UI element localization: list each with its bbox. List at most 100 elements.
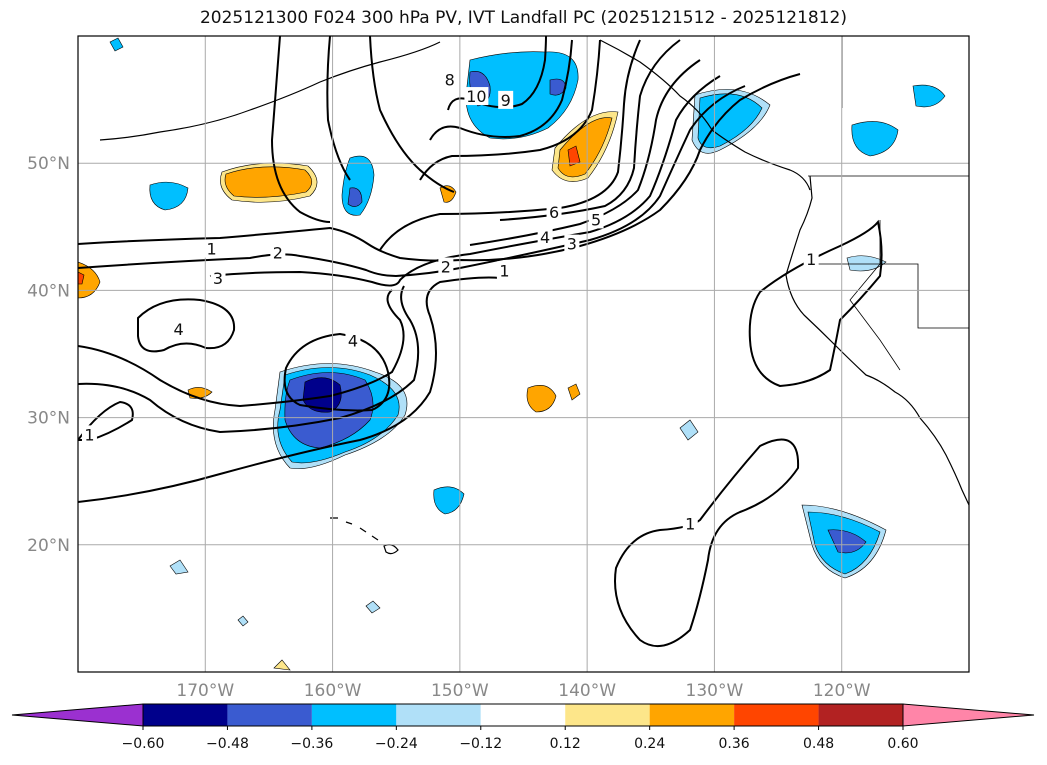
colorbar-tick-label: 0.24 [634,736,665,752]
colorbar-segment [565,704,650,726]
contour-label-bg [210,268,226,287]
lat-tick-label: 50°N [27,154,70,174]
contour-label-bg [682,514,698,533]
contour-label: 4 [173,320,183,339]
contour-4-east [283,332,391,412]
contour-label-bg [464,87,489,106]
border-layer [808,36,969,371]
shade-blob [78,271,85,285]
colorbar-outline [142,703,904,727]
shade-blob [273,659,291,671]
contour-label: 2 [273,244,283,263]
colorbar-extend-high [902,703,1035,727]
shade-blob [697,93,763,149]
contour-label: 4 [540,228,550,247]
contour-label-bg [496,261,512,280]
lon-tick-label: 120°W [813,681,871,701]
contour-label: 1 [499,261,509,280]
shade-blob [169,559,189,575]
gridline-layer [78,36,969,672]
lon-tick-label: 130°W [686,681,744,701]
lon-tick-label: 150°W [431,681,489,701]
contour-1-left-bump [78,400,134,441]
colorbar-segment [311,704,397,726]
contour-label-bg [345,331,361,350]
contour-label: 3 [213,269,223,288]
colorbar-segment [818,704,903,726]
shade-blob [846,255,887,272]
contour-label-bg [803,249,819,268]
contour-inner-west-b [326,36,351,181]
contour-label-bg [564,234,580,253]
colorbar: −0.60 −0.48 −0.36 −0.24 −0.12 0.12 0.24 0.36 0.4… [11,703,1035,752]
shade-blob [526,385,557,413]
contour-8 [429,39,573,141]
colorbar-segment [734,704,819,726]
contour-1-coast-loop [748,219,883,388]
shade-blob [679,419,699,441]
lat-tick-label: 30°N [27,409,70,429]
contour-label: 8 [445,71,455,90]
shade-blob [109,37,124,52]
colorbar-tick-label: 0.48 [803,736,834,752]
contour-2 [78,85,746,278]
shade-blob [224,166,313,198]
lon-tick-label: 170°W [176,681,234,701]
contour-label: 3 [567,235,577,254]
contour-3 [209,75,721,287]
contour-label-bg [438,257,454,276]
shade-blob [149,181,189,211]
contour-7 [419,39,601,181]
contour-label-bg [588,210,604,229]
colorbar-tick-label: 0.60 [887,736,918,752]
contour-label: 1 [84,425,94,444]
contour-2-south [78,285,420,434]
shade-blob [567,145,581,167]
colorbar-tick-label: 0.36 [719,736,750,752]
contour-label: 1 [806,250,816,269]
contour-label: 4 [348,331,358,350]
colorbar-segment [396,704,481,726]
contour-label: 1 [207,240,217,259]
plot-frame [77,35,970,673]
colorbar-segment [143,704,228,726]
coastline-hawaii [330,517,399,555]
contour-3-south [78,289,405,408]
contour-label: 6 [549,203,559,222]
contour-9 [447,36,547,111]
shade-blob [341,155,375,216]
colorbar-tick-label: −0.60 [122,736,165,752]
chart-title: 2025121300 F024 300 hPa PV, IVT Landfall… [199,8,847,28]
contour-label-bg [498,90,514,109]
contour-label: 9 [501,91,511,110]
lon-tick-label: 140°W [558,681,616,701]
lon-tick-label: 160°W [304,681,362,701]
lat-tick-label: 20°N [27,536,70,556]
shading-layer [78,37,946,671]
contour-label: 2 [441,258,451,277]
colorbar-segment [480,704,566,726]
contour-label-bg [81,425,97,444]
contour-10 [369,36,455,193]
shade-blob [433,486,465,515]
shade-blob [439,185,457,203]
coastline-north-america [785,175,969,506]
lat-tick-label: 40°N [27,281,70,301]
contour-1-south [78,276,501,503]
contour-label-bg [546,202,562,221]
colorbar-extend-low [11,703,144,727]
shade-blob [237,615,249,627]
colorbar-segment [227,704,312,726]
colorbar-tick-label: −0.12 [459,736,502,752]
colorbar-segment [649,704,735,726]
shade-blob [465,51,579,140]
colorbar-tick-label: −0.24 [375,736,418,752]
contour-1-figure8 [614,438,800,648]
contour-inner-west-a [270,36,331,223]
shade-blob [851,121,899,157]
shade-blob [187,387,213,399]
contour-label-bg [442,70,458,89]
